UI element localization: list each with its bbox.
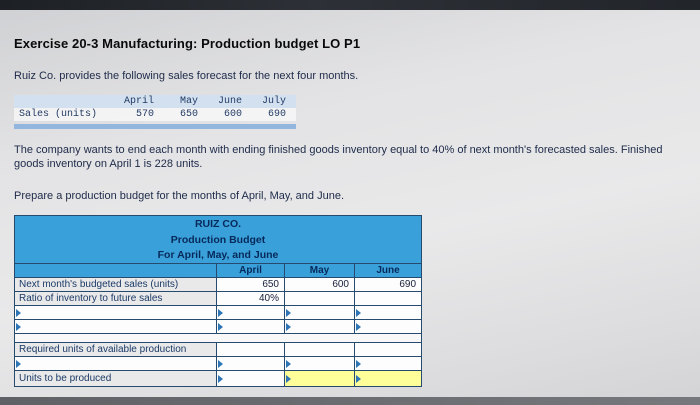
table-row-required-units: Required units of available production xyxy=(14,342,423,357)
value-cell-june xyxy=(353,342,423,357)
production-budget-table: RUIZ CO. Production Budget For April, Ma… xyxy=(14,215,423,387)
table-row-inventory-ratio: Ratio of inventory to future sales 40% xyxy=(14,291,423,306)
table-row-blank-input-2 xyxy=(14,319,423,334)
answer-cell-may[interactable] xyxy=(284,370,355,387)
forecast-col-april: April xyxy=(123,96,154,107)
input-cell-april[interactable] xyxy=(216,370,285,387)
table-row-next-month-sales: Next month's budgeted sales (units) 650 … xyxy=(14,277,423,292)
intro-text: Ruiz Co. provides the following sales fo… xyxy=(14,70,359,82)
dropdown-arrow-icon xyxy=(218,359,223,368)
value-cell-june: 690 xyxy=(353,277,423,292)
budget-title-row: Production Budget xyxy=(14,231,422,248)
col-header-june: June xyxy=(353,263,423,278)
forecast-value-july: 690 xyxy=(267,109,286,120)
forecast-header-spacer xyxy=(14,95,118,108)
value-cell-april: 650 xyxy=(216,277,285,292)
budget-company-name: RUIZ CO. xyxy=(14,215,422,232)
forecast-value-june: 600 xyxy=(223,109,242,120)
spacer-cell xyxy=(14,333,422,343)
dropdown-arrow-icon xyxy=(286,322,291,331)
instruction-text: Prepare a production budget for the mont… xyxy=(14,190,344,202)
requirement-text: The company wants to end each month with… xyxy=(14,144,663,170)
forecast-table-underline xyxy=(14,124,296,129)
exercise-content: Exercise 20-3 Manufacturing: Production … xyxy=(14,10,690,387)
forecast-col-july: July xyxy=(261,96,286,107)
input-cell-june[interactable] xyxy=(353,305,423,320)
input-cell-april[interactable] xyxy=(216,356,285,371)
input-cell-may[interactable] xyxy=(284,356,355,371)
table-row-blank-input-3 xyxy=(14,356,423,371)
label-dropdown-cell[interactable] xyxy=(14,356,217,371)
row-label: Ratio of inventory to future sales xyxy=(14,291,217,306)
value-cell-may: 600 xyxy=(284,277,355,292)
forecast-row-label: Sales (units) xyxy=(19,109,98,120)
table-spacer-row xyxy=(14,333,422,343)
label-dropdown-cell[interactable] xyxy=(14,305,217,320)
label-dropdown-cell[interactable] xyxy=(14,319,217,334)
dropdown-arrow-icon xyxy=(218,374,223,383)
budget-column-header-row: April May June xyxy=(14,263,423,278)
budget-report-title: Production Budget xyxy=(14,231,422,248)
screen-bezel-top xyxy=(0,0,700,10)
row-label: Units to be produced xyxy=(14,370,217,387)
value-cell-april: 40% xyxy=(216,291,285,306)
dropdown-arrow-icon xyxy=(16,308,21,317)
dropdown-arrow-icon xyxy=(16,322,21,331)
page-title: Exercise 20-3 Manufacturing: Production … xyxy=(14,36,361,51)
value-cell-may xyxy=(284,291,355,306)
row-label: Required units of available production xyxy=(14,342,217,357)
value-cell-april xyxy=(216,342,285,357)
input-cell-june[interactable] xyxy=(353,356,423,371)
dropdown-arrow-icon xyxy=(356,374,361,383)
value-cell-june xyxy=(353,291,423,306)
table-row-units-to-be-produced: Units to be produced xyxy=(14,370,423,387)
col-header-april: April xyxy=(216,263,285,278)
row-label: Next month's budgeted sales (units) xyxy=(14,277,217,292)
col-header-may: May xyxy=(284,263,355,278)
forecast-col-june: June xyxy=(217,96,242,107)
dropdown-arrow-icon xyxy=(218,308,223,317)
dropdown-arrow-icon xyxy=(286,308,291,317)
dropdown-arrow-icon xyxy=(286,374,291,383)
dropdown-arrow-icon xyxy=(218,322,223,331)
answer-cell-june[interactable] xyxy=(353,370,423,387)
value-cell-may xyxy=(284,342,355,357)
input-cell-june[interactable] xyxy=(353,319,423,334)
input-cell-may[interactable] xyxy=(284,305,355,320)
forecast-data-row: Sales (units) 570 650 600 690 xyxy=(14,108,296,121)
budget-title-row: For April, May, and June xyxy=(14,247,422,264)
screen-bezel-bottom xyxy=(0,397,700,405)
input-cell-may[interactable] xyxy=(284,319,355,334)
dropdown-arrow-icon xyxy=(356,322,361,331)
col-header-spacer xyxy=(14,263,217,278)
input-cell-april[interactable] xyxy=(216,305,285,320)
dropdown-arrow-icon xyxy=(16,359,21,368)
forecast-value-may: 650 xyxy=(179,109,198,120)
budget-period: For April, May, and June xyxy=(14,247,422,264)
forecast-col-may: May xyxy=(179,96,198,107)
table-row-blank-input-1 xyxy=(14,305,423,320)
forecast-header-row: April May June July xyxy=(14,95,296,108)
input-cell-april[interactable] xyxy=(216,319,285,334)
forecast-value-april: 570 xyxy=(135,109,154,120)
sales-forecast-table: April May June July Sales (units) 570 65… xyxy=(14,95,296,129)
dropdown-arrow-icon xyxy=(356,359,361,368)
budget-title-row: RUIZ CO. xyxy=(14,215,422,232)
dropdown-arrow-icon xyxy=(356,308,361,317)
dropdown-arrow-icon xyxy=(286,359,291,368)
